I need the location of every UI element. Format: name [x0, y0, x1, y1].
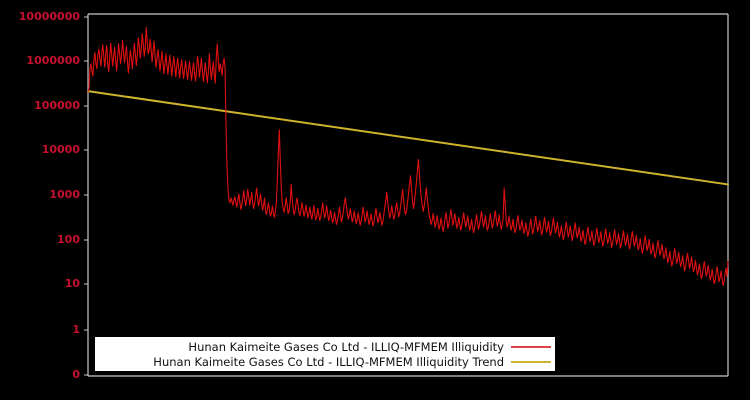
legend-swatch-illiquidity: [511, 345, 551, 348]
y-tick-label: 10000: [41, 143, 80, 156]
illiquidity-line-series: [87, 27, 729, 286]
y-tick-label: 1000: [49, 188, 80, 201]
y-tick-label: 100000: [34, 99, 80, 112]
legend-item: Hunan Kaimeite Gases Co Ltd - ILLIQ-MFME…: [99, 339, 551, 354]
legend-swatch-illiquidity-trend: [511, 360, 551, 363]
y-tick-label: 1000000: [26, 54, 80, 67]
y-tick-label: 10000000: [18, 10, 80, 23]
trend-line-series: [87, 90, 729, 186]
legend-item: Hunan Kaimeite Gases Co Ltd - ILLIQ-MFME…: [99, 354, 551, 369]
legend-label-illiquidity: Hunan Kaimeite Gases Co Ltd - ILLIQ-MFME…: [188, 339, 504, 354]
legend-label-illiquidity-trend: Hunan Kaimeite Gases Co Ltd - ILLIQ-MFME…: [153, 354, 504, 369]
y-tick-label: 1: [72, 323, 80, 336]
chart-legend: Hunan Kaimeite Gases Co Ltd - ILLIQ-MFME…: [95, 337, 555, 371]
y-tick-label: 10: [64, 277, 80, 290]
y-tick-marks: [84, 16, 88, 376]
y-tick-label: 100: [57, 233, 80, 246]
y-tick-label: 0: [72, 368, 80, 381]
